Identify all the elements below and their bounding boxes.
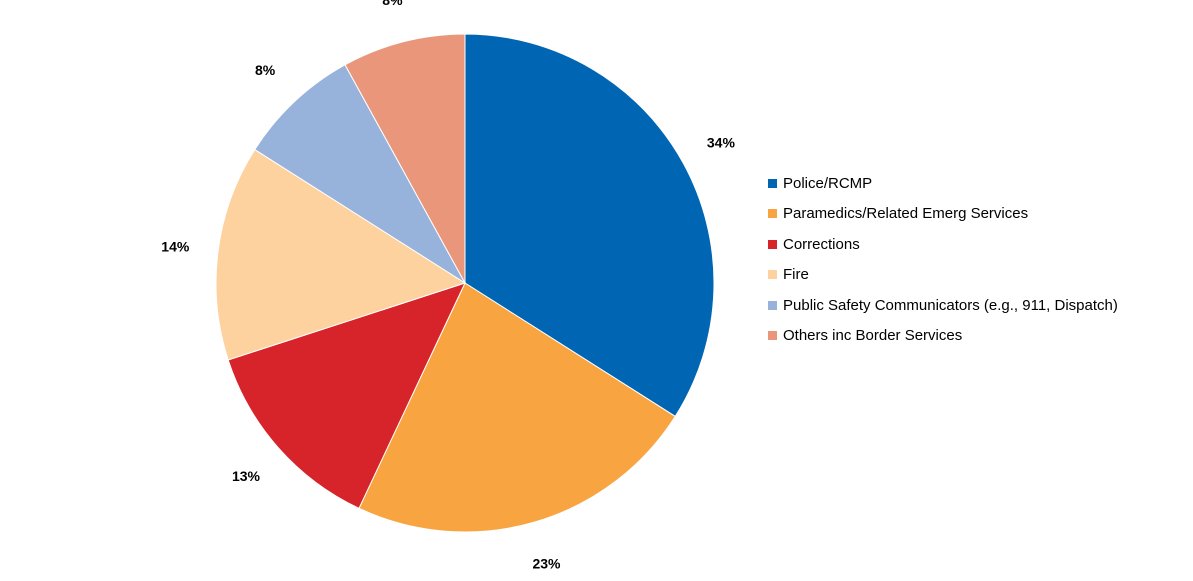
pie-slice-5 — [344, 33, 466, 284]
legend-label: Fire — [783, 266, 809, 284]
legend-label: Others inc Border Services — [783, 327, 963, 345]
legend-item-3: Fire — [768, 260, 1188, 291]
legend-label: Corrections — [783, 235, 860, 253]
pie-slice-4 — [254, 64, 466, 284]
legend-label: Public Safety Communicators (e.g., 911, … — [783, 296, 1118, 314]
legend-swatch — [768, 300, 777, 310]
slice-data-label-2: 13% — [232, 468, 261, 484]
slice-data-label-1: 23% — [532, 555, 561, 571]
legend-swatch — [768, 331, 777, 341]
legend-swatch — [768, 239, 777, 249]
legend-swatch — [768, 270, 777, 280]
pie-slice-0 — [464, 33, 715, 418]
slice-data-label-5: 8% — [382, 0, 403, 8]
legend-item-2: Corrections — [768, 229, 1188, 260]
pie-slice-3 — [215, 148, 467, 361]
chart-legend: Police/RCMP Paramedics/Related Emerg Serv… — [768, 168, 1188, 351]
legend-item-0: Police/RCMP — [768, 168, 1188, 199]
slice-data-label-0: 34% — [707, 134, 736, 150]
legend-swatch — [768, 178, 777, 188]
legend-item-4: Public Safety Communicators (e.g., 911, … — [768, 290, 1188, 321]
pie-slice-1 — [358, 282, 676, 533]
slice-data-label-4: 8% — [255, 62, 276, 78]
legend-swatch — [768, 209, 777, 219]
legend-label: Paramedics/Related Emerg Services — [783, 205, 1029, 223]
legend-label: Police/RCMP — [783, 174, 873, 192]
slice-data-label-3: 14% — [161, 238, 190, 254]
legend-item-5: Others inc Border Services — [768, 321, 1188, 352]
pie-slice-2 — [227, 282, 466, 509]
legend-item-1: Paramedics/Related Emerg Services — [768, 199, 1188, 230]
